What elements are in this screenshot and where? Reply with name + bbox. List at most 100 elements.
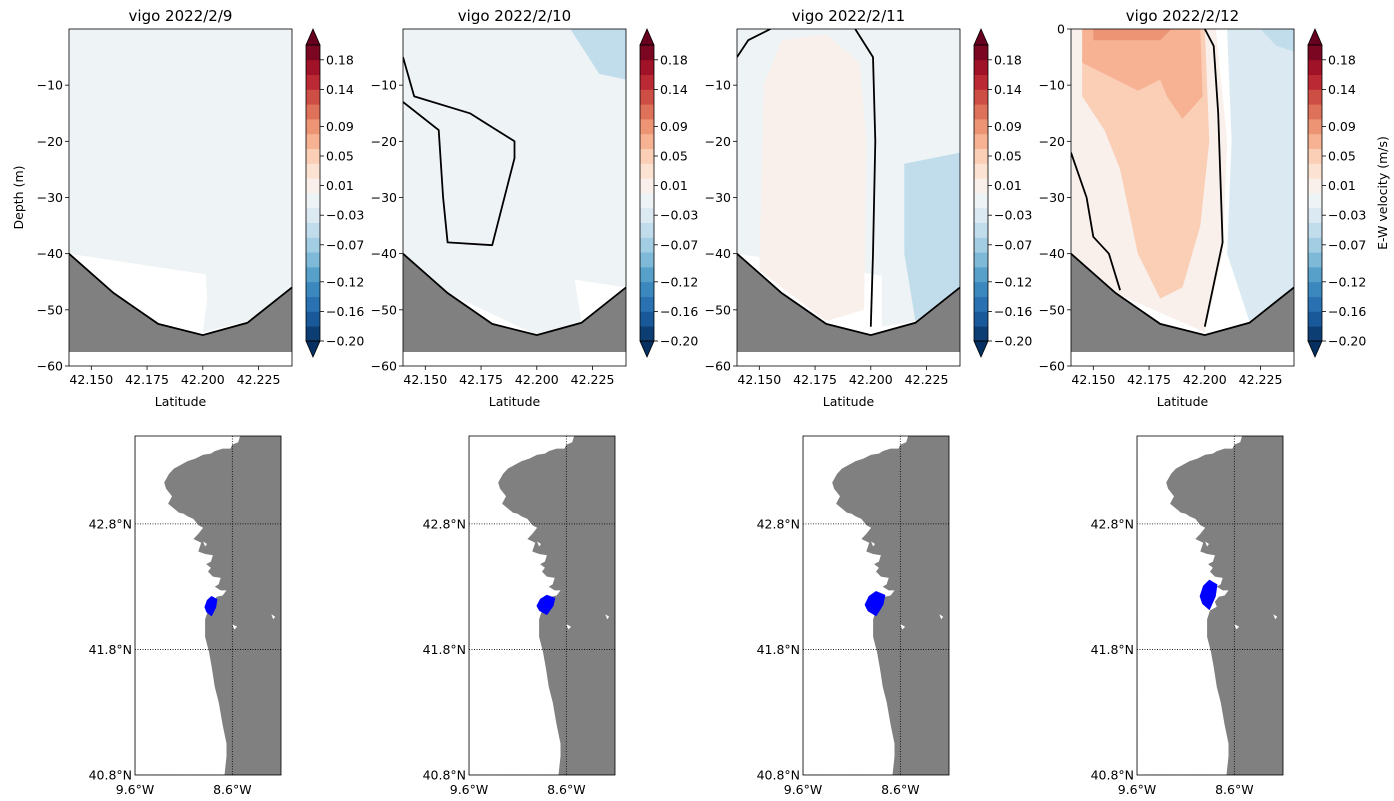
map-panel-4: 9.6°W 8.6°W 42.8°N 41.8°N 40.8°N [1091, 435, 1284, 797]
seafloor-line [69, 253, 292, 337]
colorbar-extend-max [305, 28, 321, 46]
colorbar-tick-label: 0.01 [660, 178, 688, 193]
latitude-label: 40.8°N [757, 768, 800, 783]
panel-title: vigo 2022/2/9 [129, 7, 233, 25]
y-tick-label: −20 [705, 134, 731, 149]
colorbar-segment [1308, 222, 1322, 238]
colorbar-tick-label: 0.05 [1328, 149, 1356, 164]
colorbar-tick-label: −0.03 [994, 208, 1032, 223]
colorbar-segment [974, 178, 988, 194]
water-inlet [203, 541, 207, 547]
colorbar-1: 0.18 0.14 0.09 0.05 0.01 −0.03 −0.07 −0.12 −0.16… [305, 28, 364, 358]
colorbar-tick-label: 0.18 [994, 52, 1022, 67]
y-tick-label: −30 [1039, 190, 1065, 205]
water-inlet [271, 614, 276, 620]
colorbar-tick-label: 0.14 [994, 82, 1022, 97]
water-inlet [871, 541, 875, 547]
map-panel-3: 9.6°W 8.6°W 42.8°N 41.8°N 40.8°N [757, 435, 950, 797]
zero-contour-1 [1071, 152, 1121, 291]
water-inlet [1195, 559, 1201, 565]
zero-contour-2 [1203, 29, 1224, 327]
longitude-label: 8.6°W [213, 782, 252, 797]
colorbar-tick-label: 0.01 [326, 178, 354, 193]
y-tick-label: −20 [1039, 134, 1065, 149]
velocity-region-3 [198, 57, 292, 333]
colorbar-segment [306, 281, 320, 297]
velocity-region-3 [570, 29, 626, 80]
map-area [135, 436, 281, 775]
colorbar-segment [1308, 148, 1322, 164]
longitude-label: 9.6°W [450, 782, 489, 797]
map-frame [134, 435, 282, 776]
colorbar-tick-label: 0.18 [1328, 52, 1356, 67]
plot-area [1071, 29, 1294, 352]
colorbar-tick-label: −0.03 [1328, 208, 1366, 223]
y-tick-label: −40 [37, 246, 63, 261]
colorbar-tick-label: −0.03 [660, 208, 698, 223]
colorbar-segment [1308, 74, 1322, 90]
seafloor-line [1071, 253, 1294, 337]
colorbar-segment [306, 119, 320, 135]
map-area [469, 436, 615, 775]
seafloor-fill [403, 253, 626, 352]
velocity-region-5 [1227, 29, 1294, 322]
colorbar-segment [974, 267, 988, 283]
colorbar-tick-label: −0.12 [1328, 274, 1366, 289]
y-tick-label: −10 [705, 78, 731, 93]
x-tick-label: 42.200 [849, 372, 893, 387]
colorbar-segment [640, 252, 654, 268]
colorbar-segment [974, 119, 988, 135]
colorbar-segment [640, 193, 654, 209]
colorbar-segment [1308, 281, 1322, 297]
colorbar-tick-label: 0.09 [1328, 119, 1356, 134]
y-tick-label: −60 [705, 359, 731, 374]
water-inlet [1205, 541, 1209, 547]
colorbar-segment [640, 326, 654, 342]
panel-title: vigo 2022/2/10 [458, 7, 571, 25]
colorbar-segment [306, 45, 320, 61]
water-inlet [900, 624, 906, 630]
x-tick-label: 42.225 [905, 372, 949, 387]
colorbar-extend-min [973, 340, 989, 358]
water-inlet [566, 624, 572, 630]
map-area [803, 436, 949, 775]
latitude-label: 42.8°N [423, 516, 466, 531]
y-tick-label: −20 [37, 134, 63, 149]
colorbar-tick-label: 0.05 [994, 149, 1022, 164]
colorbar-segment [306, 74, 320, 90]
colorbar-segment [306, 148, 320, 164]
y-tick-label: −20 [371, 134, 397, 149]
colorbar-segment [974, 207, 988, 223]
y-tick-label: 0 [1057, 22, 1065, 37]
colorbar-segment [640, 163, 654, 179]
colorbar-segment [306, 207, 320, 223]
water-inlet [232, 624, 238, 630]
colorbar-extend-min [305, 340, 321, 358]
colorbar-segment [306, 104, 320, 120]
colorbar-segment [1308, 178, 1322, 194]
colorbar-tick-label: −0.20 [326, 334, 364, 349]
colorbar-tick-label: −0.12 [994, 274, 1032, 289]
colorbar-segment [306, 178, 320, 194]
particle-cloud [204, 596, 218, 617]
colorbar-tick-label: −0.03 [326, 208, 364, 223]
colorbar-segment [640, 267, 654, 283]
colorbar-segment [306, 252, 320, 268]
map-panel-1: 9.6°W 8.6°W 42.8°N 41.8°N 40.8°N [89, 435, 282, 797]
colorbar-segment [640, 74, 654, 90]
seafloor-fill [737, 253, 960, 352]
colorbar-segment [974, 89, 988, 105]
colorbar-tick-label: −0.12 [660, 274, 698, 289]
latitude-label: 42.8°N [89, 516, 132, 531]
x-tick-label: 42.150 [737, 372, 781, 387]
colorbar-segment [306, 326, 320, 342]
colorbar-tick-label: −0.20 [1328, 334, 1366, 349]
colorbar-segment [974, 193, 988, 209]
colorbar-tick-label: 0.18 [326, 52, 354, 67]
x-axis-label: Latitude [489, 394, 541, 409]
velocity-region-3 [1082, 29, 1203, 119]
colorbar-segment [640, 296, 654, 312]
colorbar-segment [306, 267, 320, 283]
velocity-region-4 [1093, 29, 1172, 41]
